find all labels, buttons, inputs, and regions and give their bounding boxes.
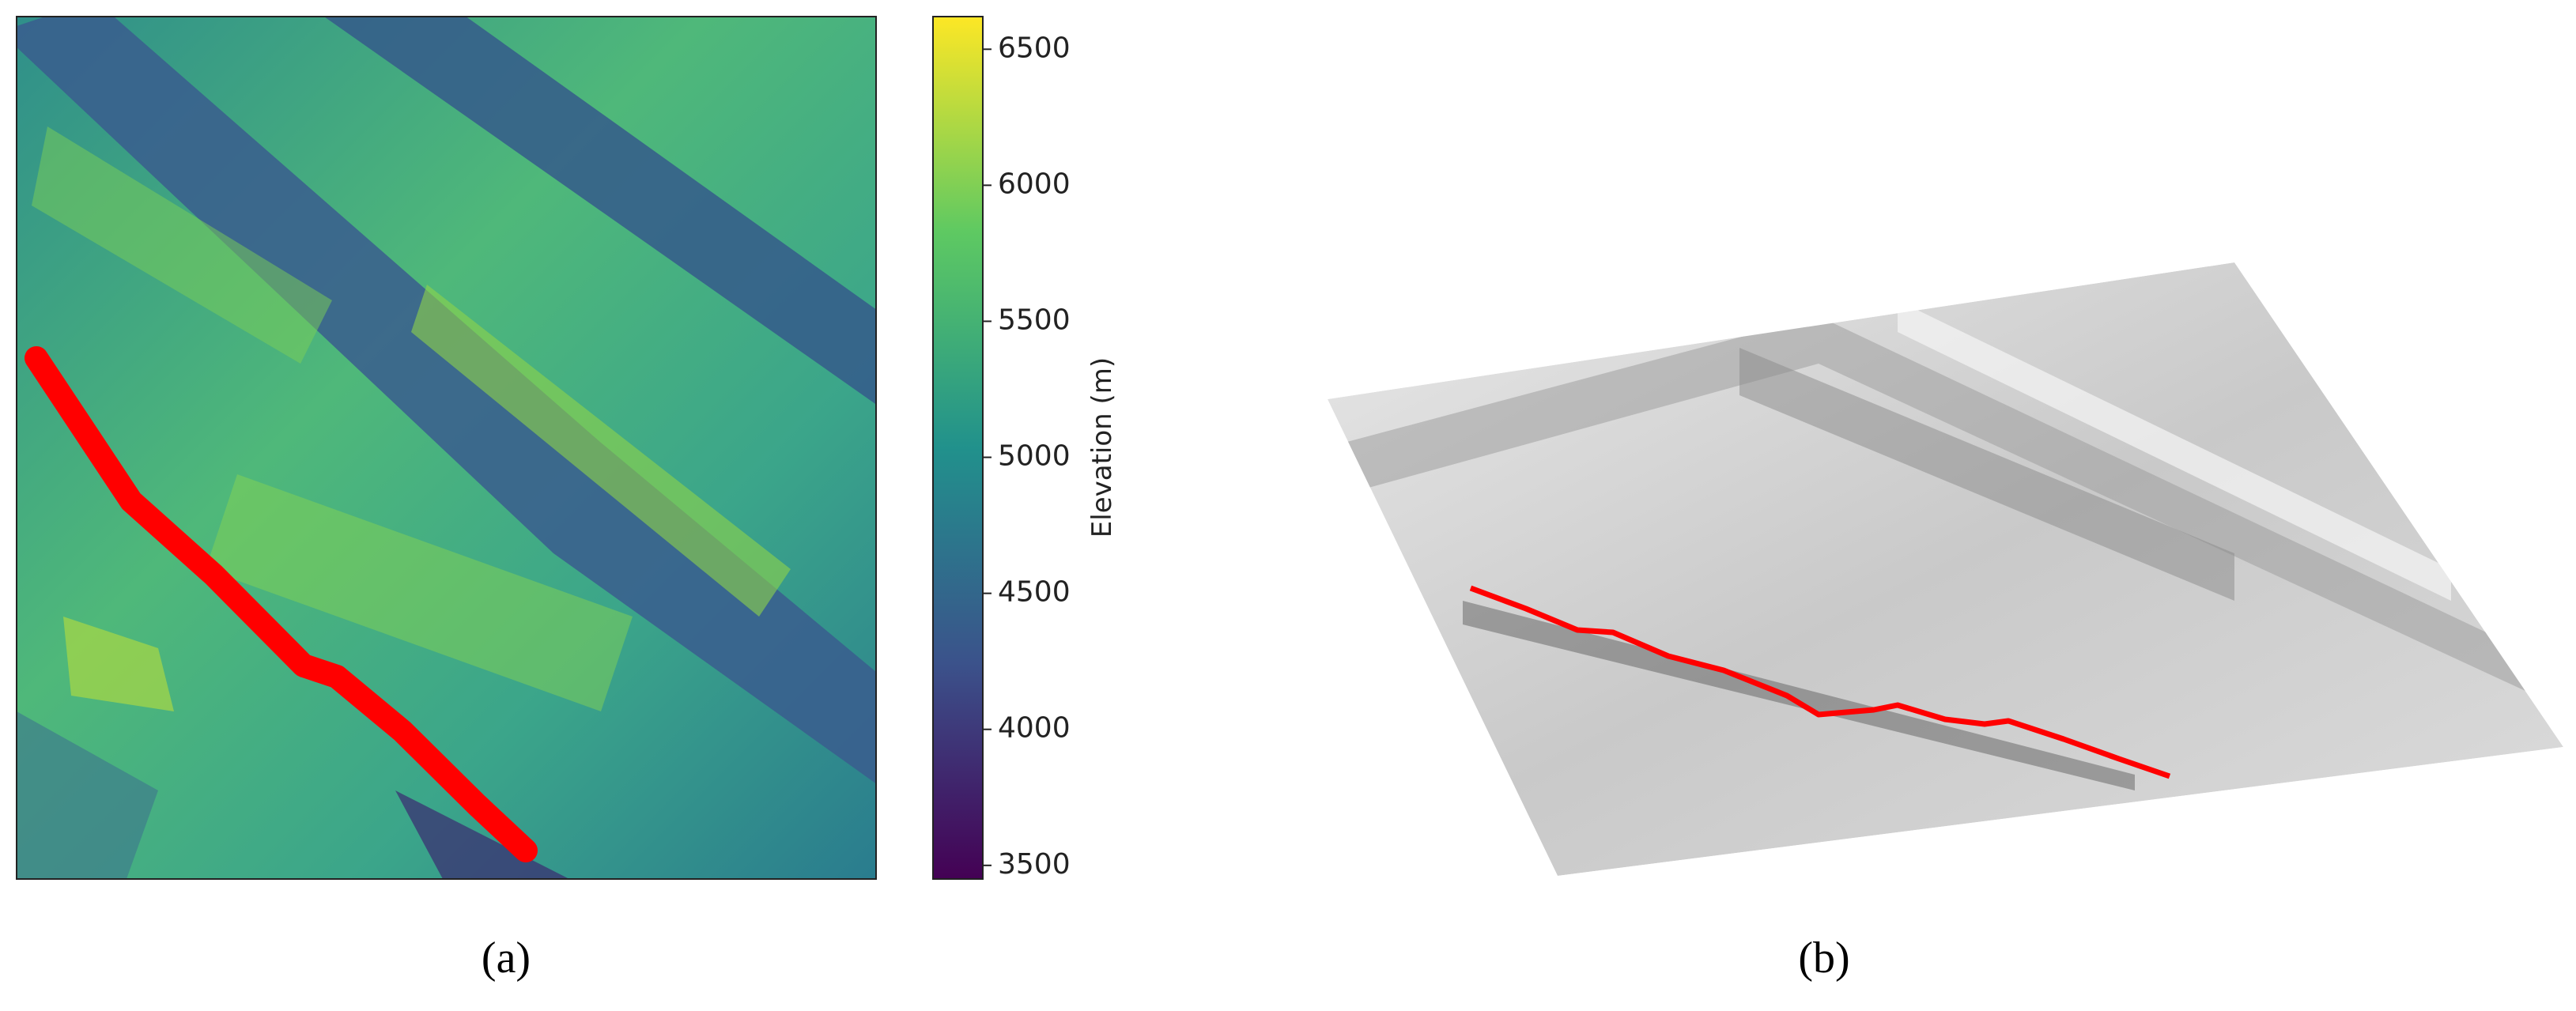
path-line-3d [1469, 585, 2171, 779]
colorbar-tick-label: 4000 [998, 712, 1071, 745]
elevation-map [17, 17, 876, 879]
colorbar-tick-label: 6000 [998, 168, 1071, 200]
colorbar-tick-label: 3500 [998, 848, 1071, 881]
caption: (a) [482, 934, 531, 983]
colorbar-tick-label: 6500 [998, 32, 1071, 64]
map-frame [16, 16, 877, 880]
caption: (b) [1798, 934, 1849, 983]
colorbar-label: Elevation (m) [1086, 357, 1118, 538]
colorbar [932, 16, 984, 880]
colorbar-tick-label: 4500 [998, 576, 1071, 609]
colorbar-tick-label: 5500 [998, 304, 1071, 336]
colorbar-tick-label: 5000 [998, 440, 1071, 473]
surface [1328, 262, 2563, 876]
path-line [25, 346, 538, 862]
